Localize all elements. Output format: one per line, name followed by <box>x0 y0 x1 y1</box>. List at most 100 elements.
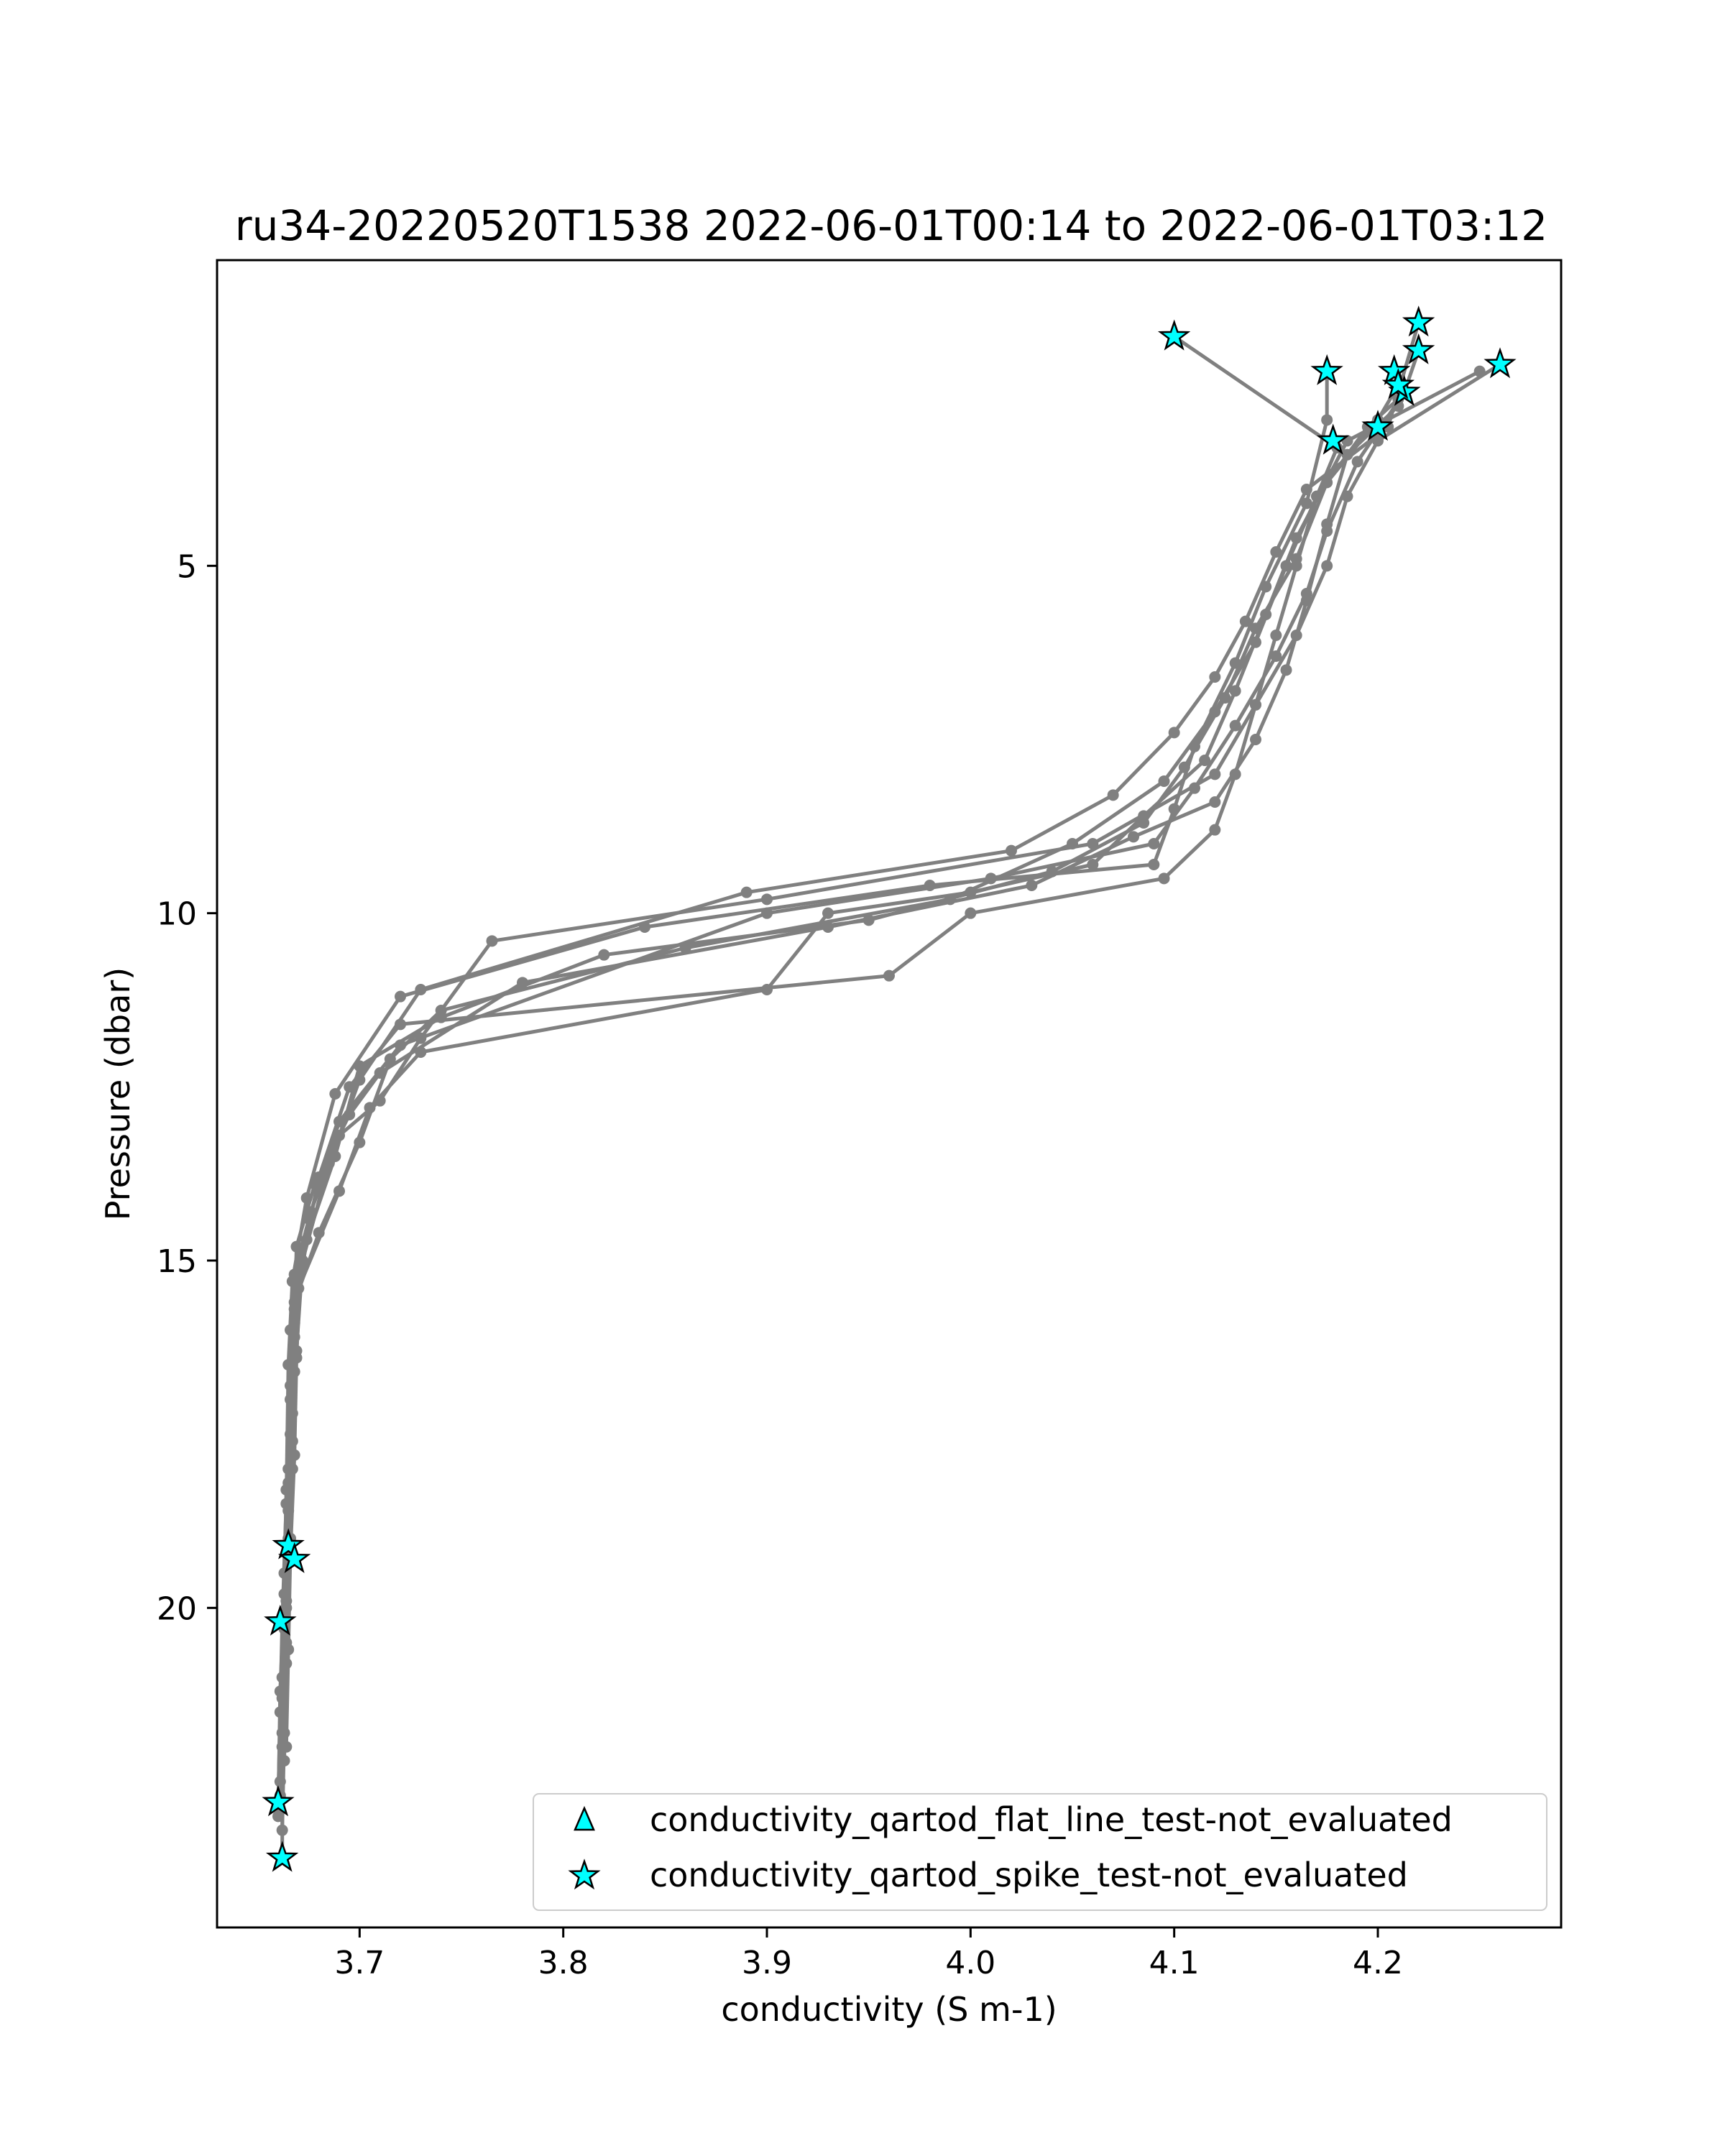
profile-point <box>1341 490 1353 502</box>
y-tick-label: 15 <box>157 1243 197 1280</box>
profile-point <box>965 907 977 919</box>
profile-point <box>288 1317 300 1329</box>
profile-point <box>1178 761 1190 773</box>
profile-point <box>1026 880 1038 891</box>
profile-point <box>309 1178 321 1190</box>
profile-point <box>276 1692 288 1704</box>
profile-point <box>1087 859 1099 870</box>
profile-point <box>395 1018 406 1031</box>
profile-point <box>761 893 773 906</box>
spike-flag-marker <box>1402 333 1435 364</box>
profile-point <box>272 1810 284 1823</box>
legend-label-spike: conductivity_qartod_spike_test-not_evalu… <box>650 1856 1408 1894</box>
profile-point <box>1067 838 1078 849</box>
profile-point <box>1209 824 1221 836</box>
y-axis-label: Pressure (dbar) <box>98 967 137 1220</box>
spike-flag-marker <box>1316 423 1350 455</box>
spike-flag-marker <box>1157 319 1191 351</box>
flagged-points-layer <box>262 305 1517 1872</box>
profile-line <box>284 362 1501 1747</box>
x-axis: 3.7 3.8 3.9 4.0 4.1 4.2 <box>334 1927 1403 1981</box>
profile-point <box>1189 782 1200 794</box>
profile-point <box>1300 484 1312 495</box>
profile-point <box>598 949 610 961</box>
profile-point <box>290 1240 303 1253</box>
profile-point <box>1107 789 1119 801</box>
profile-point <box>1239 615 1251 627</box>
profile-point <box>1158 775 1170 787</box>
profile-point <box>1006 844 1017 857</box>
profile-point <box>1321 414 1333 426</box>
x-tick-label: 4.1 <box>1149 1945 1200 1981</box>
profile-point <box>1148 859 1160 870</box>
spike-flag-marker <box>1377 354 1411 385</box>
profile-point <box>1158 872 1170 885</box>
y-tick-label: 10 <box>157 896 197 933</box>
profile-point <box>1351 456 1363 468</box>
profile-point <box>1280 664 1292 676</box>
y-tick-label: 5 <box>177 548 197 585</box>
profile-point <box>1270 630 1282 641</box>
y-axis: 5 10 15 20 <box>157 548 217 1627</box>
profile-point <box>486 935 498 947</box>
profile-point <box>1270 546 1282 558</box>
chart-title: ru34-20220520T1538 2022-06-01T00:14 to 2… <box>235 201 1547 250</box>
profile-point <box>761 907 773 919</box>
profile-point <box>822 907 834 919</box>
profile-point <box>1270 650 1282 662</box>
profile-point <box>276 1824 288 1836</box>
profile-point <box>334 1185 345 1197</box>
profile-point <box>395 990 406 1003</box>
profile-point <box>1046 865 1058 877</box>
legend-label-flat-line: conductivity_qartod_flat_line_test-not_e… <box>650 1800 1453 1839</box>
profile-point <box>1209 796 1221 808</box>
profile-point <box>1290 532 1302 544</box>
legend: conductivity_qartod_flat_line_test-not_e… <box>533 1793 1547 1911</box>
profile-point <box>329 1151 341 1162</box>
profile-point <box>1321 560 1333 572</box>
spike-flag-marker <box>1484 347 1517 379</box>
profile-point <box>740 886 753 898</box>
profile-point <box>282 1505 295 1516</box>
profile-point <box>1128 831 1139 843</box>
profile-point <box>1229 685 1241 697</box>
spike-flag-marker <box>264 1604 297 1636</box>
spike-flag-marker <box>265 1841 299 1872</box>
profile-point <box>280 1595 293 1607</box>
profile-point <box>415 984 427 995</box>
spike-flag-marker <box>1402 305 1435 337</box>
legend-triangle-icon <box>574 1805 595 1831</box>
profile-point <box>1138 817 1150 829</box>
profile-point <box>286 1407 298 1419</box>
plot-area <box>262 305 1517 1872</box>
spike-flag-marker <box>272 1528 305 1560</box>
profile-point <box>435 1011 447 1023</box>
x-tick-label: 3.7 <box>334 1945 385 1981</box>
y-tick-label: 20 <box>157 1590 197 1627</box>
profile-point <box>883 969 895 982</box>
profile-point <box>985 872 997 885</box>
x-tick-label: 3.9 <box>742 1945 792 1981</box>
profile-point <box>1321 476 1333 489</box>
profile-point <box>1219 692 1231 704</box>
profile-point <box>1250 699 1261 711</box>
profile-point <box>1229 719 1241 732</box>
spike-flag-marker <box>1381 368 1415 400</box>
spike-flag-marker <box>262 1785 295 1817</box>
profile-point <box>1372 435 1384 447</box>
profile-point <box>1300 594 1312 607</box>
profile-point <box>329 1088 341 1100</box>
profile-point <box>300 1234 313 1245</box>
legend-box <box>533 1793 1547 1911</box>
x-tick-label: 4.2 <box>1353 1945 1403 1981</box>
legend-star-icon <box>568 1858 601 1890</box>
profile-point <box>1168 727 1180 739</box>
profile-point <box>364 1102 376 1114</box>
spike-flag-marker <box>1361 410 1394 441</box>
profile-point <box>862 914 875 926</box>
profile-point <box>1250 622 1261 635</box>
spike-flag-marker <box>277 1542 311 1573</box>
spike-flag-marker <box>1310 354 1343 385</box>
x-axis-label: conductivity (S m-1) <box>721 1990 1057 2029</box>
